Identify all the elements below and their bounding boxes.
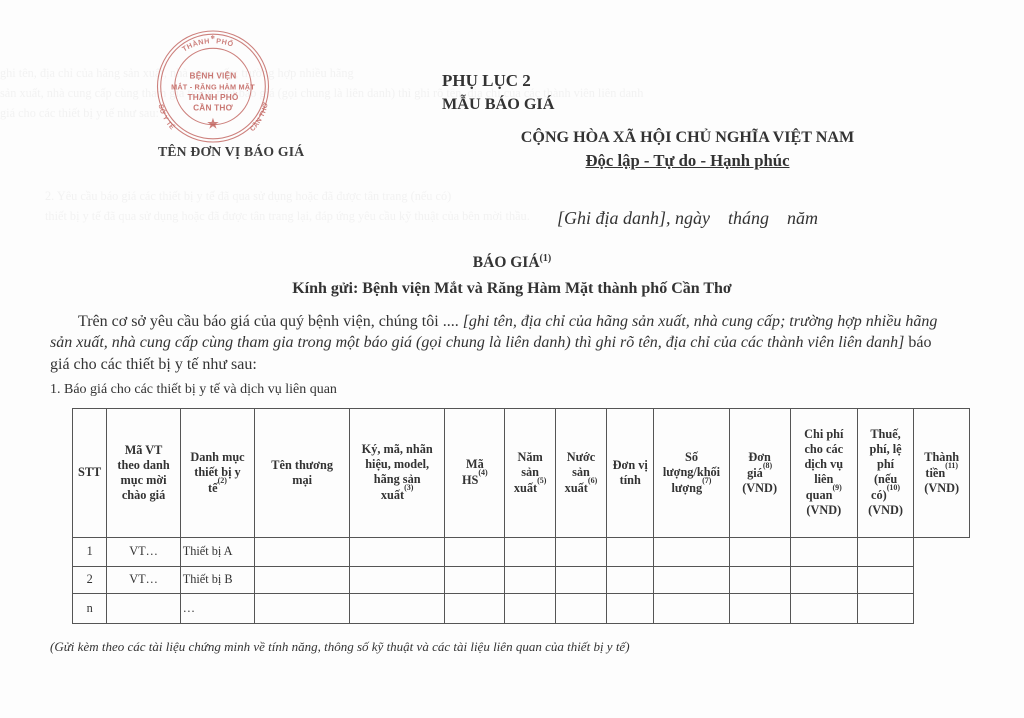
- svg-text:BỆNH VIỆN: BỆNH VIỆN: [189, 70, 236, 81]
- svg-text:✻: ✻: [210, 35, 215, 41]
- svg-text:CẦN THƠ: CẦN THƠ: [249, 102, 270, 133]
- svg-text:★: ★: [207, 116, 219, 131]
- svg-text:MẮT - RĂNG HÀM MẶT: MẮT - RĂNG HÀM MẶT: [171, 83, 255, 92]
- svg-text:CẦN THƠ: CẦN THƠ: [193, 103, 234, 113]
- svg-text:THÀNH PHỐ: THÀNH PHỐ: [187, 91, 238, 102]
- svg-text:SỞ Y TẾ: SỞ Y TẾ: [156, 104, 177, 132]
